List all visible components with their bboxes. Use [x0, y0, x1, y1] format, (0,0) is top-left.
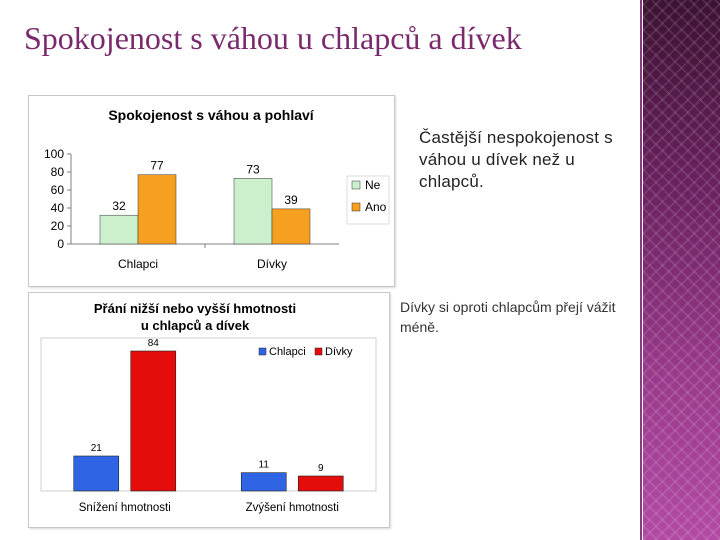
chart1-category-label: Chlapci — [118, 257, 158, 271]
chart1-y-tick-label: 0 — [57, 237, 64, 251]
chart2-data-label: 84 — [148, 338, 160, 349]
chart2-legend-label: Dívky — [325, 346, 353, 358]
chart1-data-label: 77 — [150, 159, 164, 173]
chart1-data-label: 73 — [246, 162, 260, 176]
chart1-data-label: 39 — [284, 193, 298, 207]
chart1-legend-label: Ano — [365, 200, 387, 214]
chart1-y-tick-label: 20 — [51, 219, 65, 233]
chart-satisfaction-by-gender: Spokojenost s váhou a pohlaví 0 20 40 60 80 10… — [28, 95, 395, 287]
chart2-legend-swatch — [258, 347, 267, 356]
chart2-category-label: Zvýšení hmotnosti — [246, 502, 339, 514]
chart1-category-label: Dívky — [257, 257, 287, 271]
chart2-title-line: u chlapců a dívek — [141, 318, 250, 333]
chart2-category-label: Snížení hmotnosti — [79, 502, 171, 514]
chart2-data-label: 9 — [318, 463, 324, 474]
chart1-y-tick-label: 100 — [44, 147, 64, 161]
chart2-bar — [297, 475, 344, 492]
chart1-y-tick-label: 60 — [51, 183, 65, 197]
chart2-bar — [73, 455, 120, 492]
side-divider-line — [640, 0, 642, 540]
chart2-bar — [130, 350, 177, 492]
chart2-title: Přání nižší nebo vyšší hmotnosti u chlapc… — [94, 301, 296, 333]
chart2-title-line: Přání nižší nebo vyšší hmotnosti — [94, 301, 296, 316]
chart2-bar — [240, 472, 287, 492]
chart1-legend-swatch — [351, 202, 361, 212]
slide-title: Spokojenost s váhou u chlapců a dívek — [24, 20, 522, 56]
chart2-legend-label: Chlapci — [269, 346, 306, 358]
chart2-legend-swatch — [314, 347, 323, 356]
chart1-bar — [233, 178, 273, 245]
chart1-y-tick-label: 80 — [51, 165, 65, 179]
chart1-data-label: 32 — [112, 199, 126, 213]
chart-satisfaction-svg: Spokojenost s váhou a pohlaví 0 20 40 60 80 10… — [44, 107, 390, 271]
decorative-side-panel — [643, 0, 720, 540]
note-girls-dissatisfaction: Častější nespokojenost s váhou u dívek n… — [419, 128, 613, 191]
chart-weight-wish-svg: Přání nižší nebo vyšší hmotnosti u chlapc… — [40, 301, 377, 514]
chart2-data-label: 11 — [259, 460, 270, 471]
chart-weight-wish: Přání nižší nebo vyšší hmotnosti u chlapc… — [28, 292, 390, 528]
note-girls-weigh-less: Dívky si oproti chlapcům přejí vážit mén… — [400, 299, 616, 335]
chart1-bar — [271, 208, 311, 245]
chart1-bar — [137, 174, 177, 245]
chart1-legend-swatch — [351, 180, 361, 190]
chart1-y-tick-label: 40 — [51, 201, 65, 215]
chart1-legend-label: Ne — [365, 178, 381, 192]
chart1-title: Spokojenost s váhou a pohlaví — [108, 107, 314, 123]
chart1-bar — [99, 214, 139, 245]
chart2-plot-frame — [40, 337, 377, 492]
chart2-data-label: 21 — [91, 443, 103, 454]
